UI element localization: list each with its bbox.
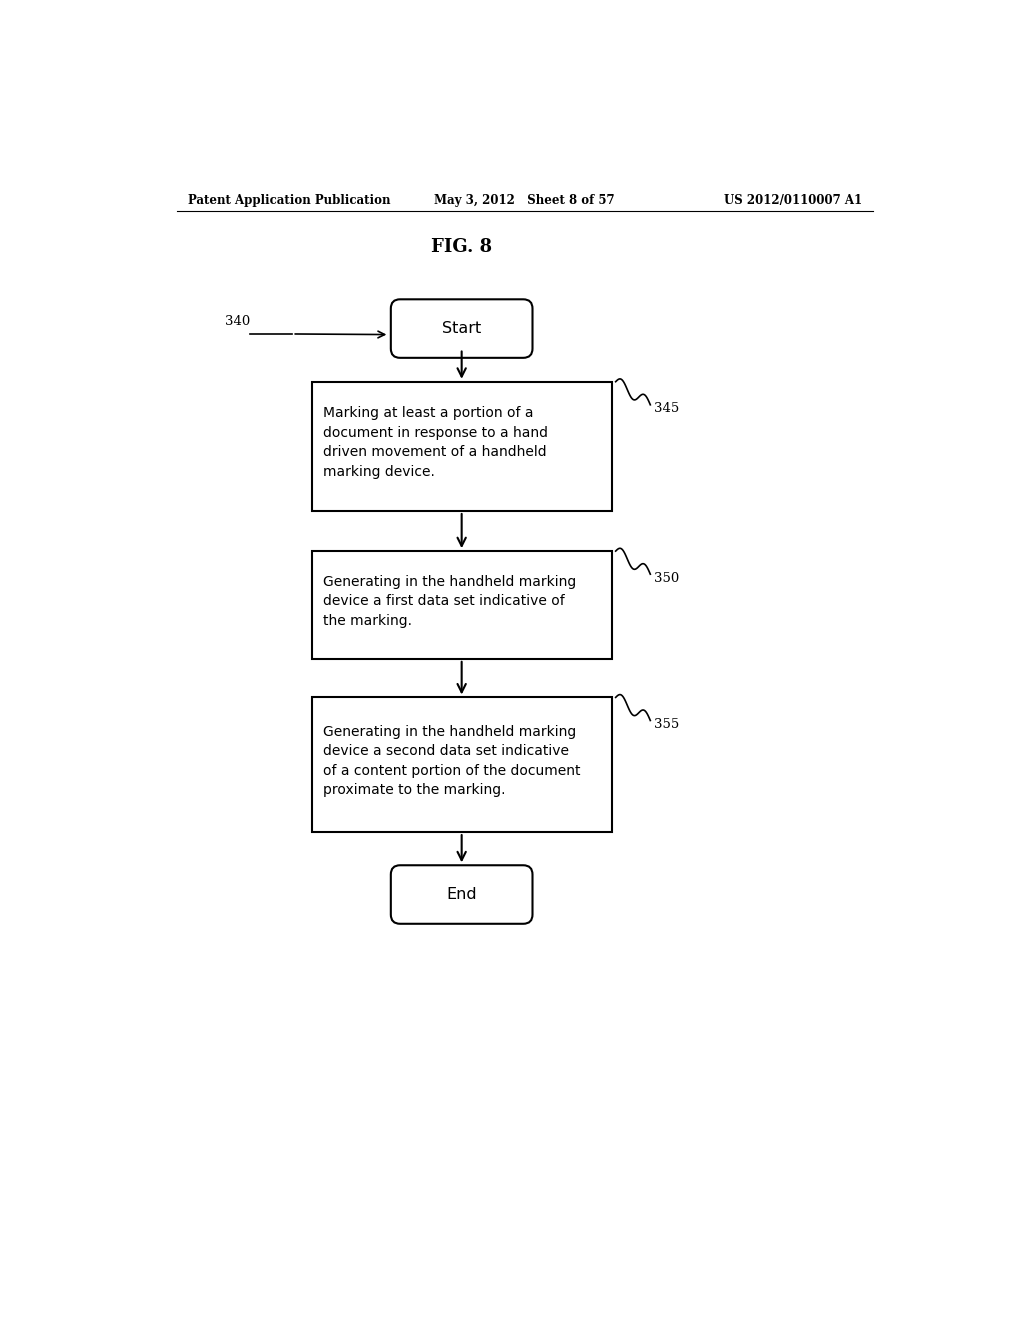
FancyBboxPatch shape — [311, 381, 611, 511]
Text: US 2012/0110007 A1: US 2012/0110007 A1 — [724, 194, 862, 207]
Text: End: End — [446, 887, 477, 902]
Text: 350: 350 — [654, 572, 679, 585]
FancyBboxPatch shape — [391, 866, 532, 924]
Text: May 3, 2012   Sheet 8 of 57: May 3, 2012 Sheet 8 of 57 — [434, 194, 615, 207]
Text: FIG. 8: FIG. 8 — [431, 238, 493, 256]
FancyBboxPatch shape — [311, 697, 611, 832]
Text: Marking at least a portion of a
document in response to a hand
driven movement o: Marking at least a portion of a document… — [323, 407, 548, 479]
Text: Patent Application Publication: Patent Application Publication — [188, 194, 391, 207]
Text: 345: 345 — [654, 403, 679, 416]
Text: Generating in the handheld marking
device a first data set indicative of
the mar: Generating in the handheld marking devic… — [323, 574, 577, 627]
Text: Start: Start — [442, 321, 481, 337]
FancyBboxPatch shape — [311, 552, 611, 659]
Text: 355: 355 — [654, 718, 679, 731]
Text: Generating in the handheld marking
device a second data set indicative
of a cont: Generating in the handheld marking devic… — [323, 725, 581, 797]
Text: 340: 340 — [224, 314, 250, 327]
FancyBboxPatch shape — [391, 300, 532, 358]
